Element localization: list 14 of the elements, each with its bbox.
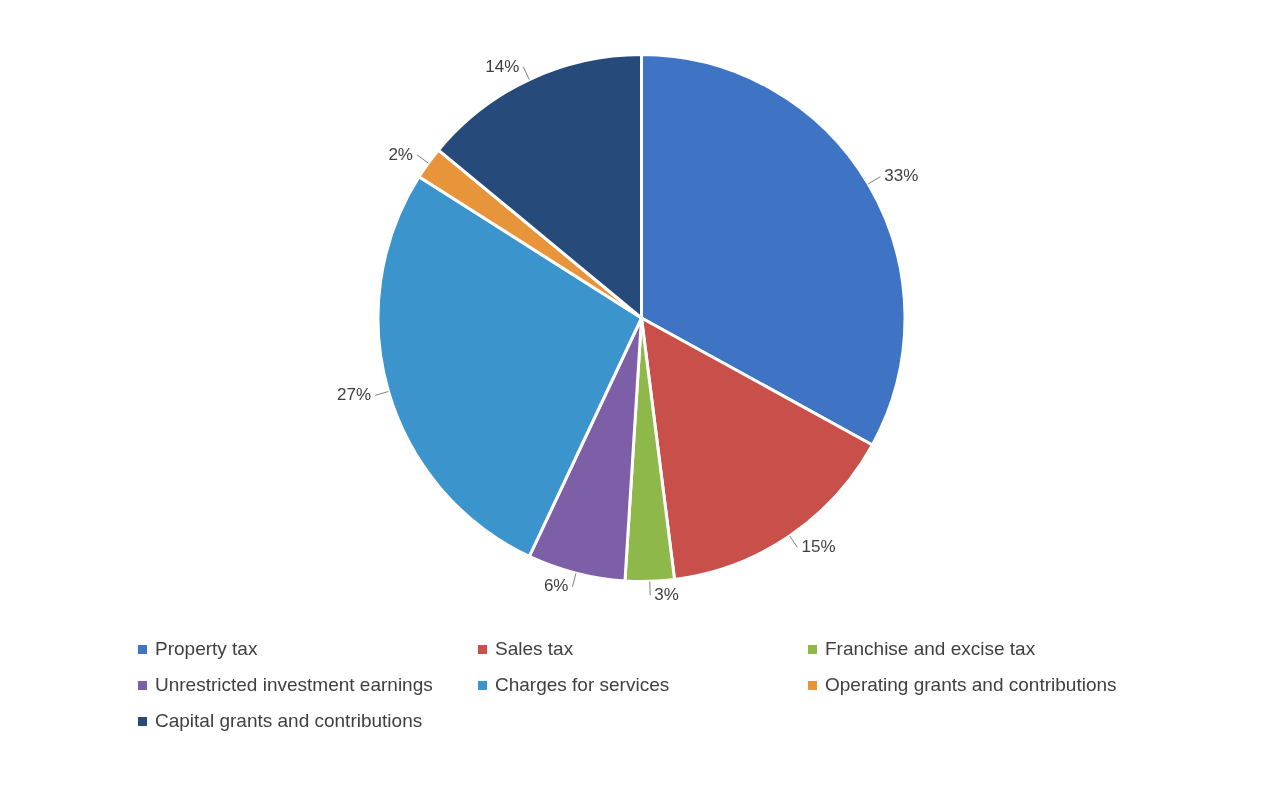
legend-label: Sales tax	[495, 638, 574, 660]
legend-label: Operating grants and contributions	[825, 674, 1117, 696]
data-label: 33%	[884, 166, 919, 186]
data-label: 6%	[543, 576, 569, 596]
legend-label: Unrestricted investment earnings	[155, 674, 433, 696]
legend-label: Capital grants and contributions	[155, 710, 423, 732]
data-label: 2%	[388, 144, 413, 164]
data-label: 3%	[654, 585, 679, 605]
data-label: 15%	[801, 537, 836, 557]
legend-label: Franchise and excise tax	[825, 638, 1036, 660]
legend-label: Charges for services	[495, 674, 670, 696]
data-label: 14%	[485, 56, 520, 76]
data-label: 27%	[336, 385, 372, 405]
legend-label: Property tax	[155, 638, 258, 660]
